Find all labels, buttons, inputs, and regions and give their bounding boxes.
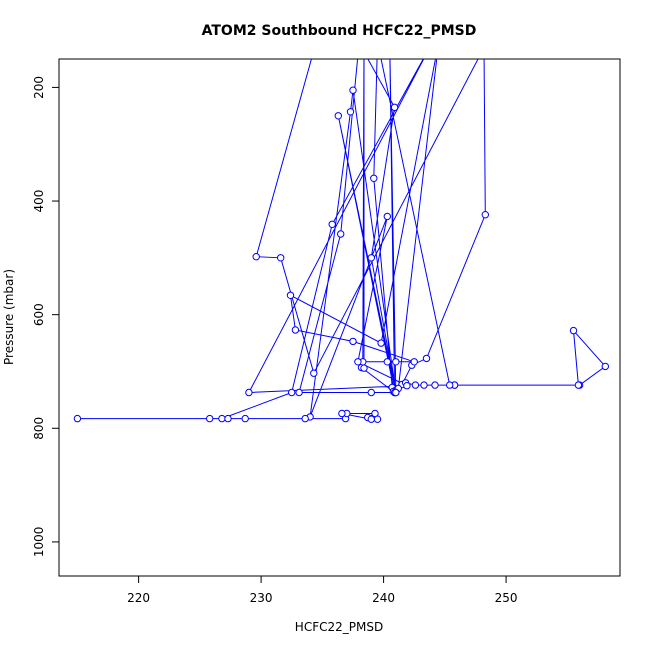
- data-point: [410, 358, 418, 366]
- data-point: [367, 388, 375, 397]
- data-point: [73, 414, 82, 423]
- data-point: [286, 291, 295, 299]
- data-point: [338, 409, 346, 418]
- plot-area: [73, 39, 609, 423]
- data-point: [367, 415, 375, 423]
- x-tick-label: 250: [495, 591, 518, 605]
- x-axis-label: HCFC22_PMSD: [295, 620, 383, 634]
- chart-title: ATOM2 Southbound HCFC22_PMSD: [202, 23, 477, 39]
- data-point: [218, 414, 226, 423]
- data-point: [356, 40, 362, 46]
- data-point: [383, 358, 391, 366]
- plot-frame: [58, 58, 621, 577]
- data-point: [373, 415, 382, 423]
- y-tick-label: 800: [32, 417, 46, 440]
- y-tick-label: 600: [32, 303, 46, 326]
- x-tick-label: 240: [372, 591, 395, 605]
- data-point: [574, 381, 583, 389]
- data-point: [277, 254, 285, 262]
- data-point: [245, 388, 253, 397]
- data-point: [313, 39, 319, 45]
- data-point: [374, 39, 380, 45]
- data-point: [403, 382, 411, 390]
- data-point: [349, 86, 357, 94]
- data-point: [411, 381, 420, 389]
- data-point: [337, 230, 345, 238]
- data-point: [354, 358, 362, 366]
- data-point: [383, 212, 391, 221]
- data-point: [224, 414, 232, 423]
- data-point: [252, 253, 260, 261]
- data-point: [377, 339, 385, 347]
- data-point: [481, 44, 487, 50]
- data-point: [328, 220, 336, 229]
- y-tick-label: 200: [32, 76, 46, 99]
- x-tick-label: 230: [250, 591, 273, 605]
- data-point: [431, 381, 439, 389]
- data-point: [206, 414, 214, 423]
- data-point: [569, 326, 578, 335]
- data-point: [420, 381, 428, 389]
- y-tick-label: 400: [32, 190, 46, 213]
- data-point: [291, 326, 300, 334]
- data-point: [387, 39, 393, 45]
- data-point: [301, 414, 309, 423]
- data-point: [481, 211, 489, 219]
- data-point: [429, 39, 435, 45]
- data-point: [361, 39, 367, 45]
- data-point: [360, 364, 368, 372]
- data-point: [310, 369, 318, 377]
- y-axis-label: Pressure (mbar): [2, 269, 16, 365]
- data-point: [288, 388, 296, 397]
- data-point: [601, 362, 609, 371]
- data-point: [346, 108, 355, 116]
- data-point: [367, 254, 375, 262]
- data-point: [392, 358, 400, 366]
- y-axis: 200 400 600 800 1000: [32, 76, 60, 558]
- data-point: [422, 354, 431, 363]
- data-point: [349, 337, 357, 346]
- x-tick-label: 220: [127, 591, 150, 605]
- data-point: [370, 174, 378, 183]
- data-point: [334, 112, 342, 120]
- data-point: [392, 388, 400, 397]
- data-point: [390, 103, 399, 112]
- data-point: [295, 388, 303, 397]
- y-tick-label: 1000: [32, 527, 46, 558]
- data-point: [446, 381, 454, 389]
- data-point: [241, 414, 249, 423]
- data-point: [436, 39, 442, 45]
- x-axis: 220 230 240 250: [127, 575, 518, 605]
